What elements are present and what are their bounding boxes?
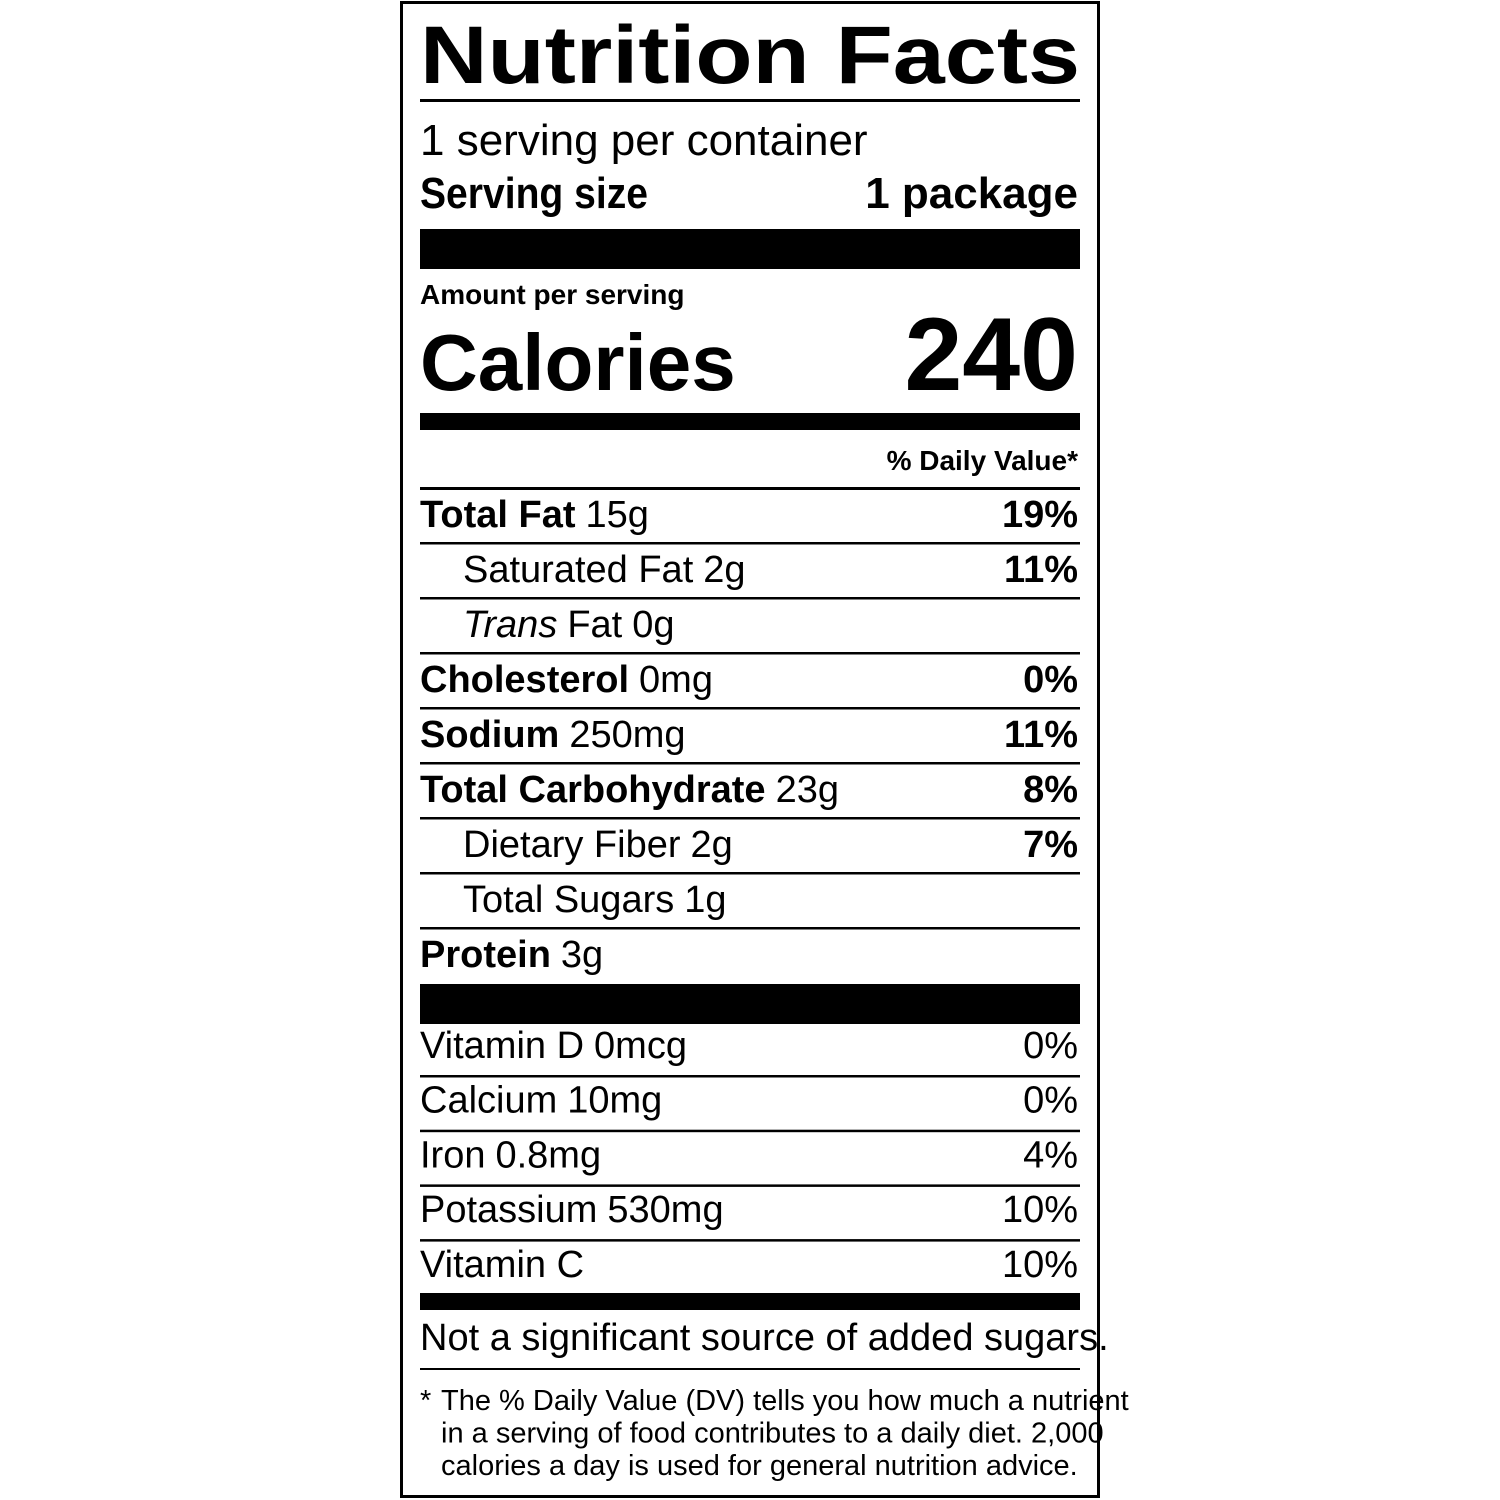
vitamin-name: Calcium — [420, 1080, 557, 1122]
nutrient-name: Protein — [420, 934, 551, 976]
nutrient-amount: 250mg — [569, 714, 685, 756]
nutrient-dv: 11% — [1004, 549, 1078, 591]
vitamin-dv: 0% — [1023, 1025, 1078, 1067]
nutrient-dv: 0% — [1023, 659, 1078, 701]
calories-label: Calories — [420, 318, 736, 407]
nutrient-italic: Trans — [463, 604, 557, 646]
rule — [420, 1075, 1080, 1078]
footnote-marker: * — [420, 1385, 431, 1417]
rule — [420, 542, 1080, 545]
vitamin-name: Vitamin C — [420, 1244, 584, 1286]
rule — [420, 927, 1080, 930]
nutrient-name: Fat — [567, 604, 622, 646]
vitamin-name: Iron — [420, 1134, 485, 1176]
nutrient-amount: 0g — [632, 604, 674, 646]
rule — [420, 762, 1080, 765]
nutrient-dv: 19% — [1002, 494, 1078, 536]
vitamin-amount: 0mcg — [594, 1025, 687, 1067]
rule — [420, 99, 1080, 102]
nutrient-row: Dietary Fiber 2g — [463, 824, 733, 866]
nutrient-amount: 2g — [691, 824, 733, 866]
vitamin-dv: 10% — [1002, 1244, 1078, 1286]
dv-header: % Daily Value* — [887, 445, 1079, 476]
rule — [420, 872, 1080, 875]
nutrient-name: Total Carbohydrate — [420, 769, 766, 811]
nutrient-amount: 2g — [703, 549, 745, 591]
rule — [420, 1129, 1080, 1133]
serving-size-value: 1 package — [865, 169, 1078, 218]
thick-rule — [420, 984, 1080, 1024]
rule — [420, 1184, 1080, 1187]
nutrient-row: Total Carbohydrate 23g — [420, 769, 839, 811]
rule — [420, 597, 1080, 600]
nutrient-dv: 11% — [1004, 714, 1078, 756]
vitamin-dv: 4% — [1023, 1134, 1078, 1176]
nutrient-dv: 8% — [1023, 769, 1078, 811]
nutrient-name: Total Sugars — [463, 879, 674, 921]
amount-per-serving: Amount per serving — [420, 279, 684, 310]
footnote-line: calories a day is used for general nutri… — [441, 1450, 1078, 1482]
vitamin-dv: 10% — [1002, 1189, 1078, 1231]
title: Nutrition Facts — [420, 10, 1080, 101]
servings: 1 serving per container — [420, 116, 868, 165]
vitamin-row: Potassium 530mg — [420, 1189, 724, 1231]
nutrient-row: Saturated Fat 2g — [463, 549, 746, 591]
nutrient-amount: 15g — [586, 494, 649, 536]
calories-value: 240 — [904, 297, 1078, 413]
nutrient-dv: 7% — [1023, 824, 1078, 866]
nutrient-row: Sodium 250mg — [420, 714, 686, 756]
nutrient-row: Total Sugars 1g — [463, 879, 727, 921]
nutrient-row: Trans Fat 0g — [463, 604, 675, 646]
vitamin-name: Potassium — [420, 1189, 597, 1231]
rule — [420, 487, 1080, 490]
medium-rule — [420, 1293, 1080, 1310]
nutrient-amount: 1g — [684, 879, 726, 921]
rule — [420, 707, 1080, 710]
nutrient-amount: 23g — [776, 769, 839, 811]
footnote-line: in a serving of food contributes to a da… — [441, 1418, 1104, 1450]
vitamin-name: Vitamin D — [420, 1025, 584, 1067]
serving-size-label: Serving size — [420, 169, 648, 218]
rule — [420, 652, 1080, 655]
nutrient-row: Protein 3g — [420, 934, 603, 976]
vitamin-amount: 10mg — [567, 1080, 662, 1122]
nutrient-amount: 0mg — [639, 659, 713, 701]
added-sugars-note: Not a significant source of added sugars… — [420, 1317, 1109, 1359]
rule — [420, 1239, 1080, 1242]
nutrient-amount: 3g — [561, 934, 603, 976]
vitamin-amount: 530mg — [607, 1189, 723, 1231]
vitamin-row: Vitamin C — [420, 1244, 584, 1286]
nutrient-row: Cholesterol 0mg — [420, 659, 713, 701]
vitamin-row: Calcium 10mg — [420, 1080, 662, 1122]
vitamin-row: Iron 0.8mg — [420, 1134, 601, 1176]
thick-rule — [420, 229, 1080, 269]
nutrient-name: Total Fat — [420, 494, 576, 536]
rule — [420, 1368, 1080, 1370]
nutrient-name: Sodium — [420, 714, 559, 756]
vitamin-amount: 0.8mg — [495, 1134, 601, 1176]
vitamin-dv: 0% — [1023, 1080, 1078, 1122]
nutrient-name: Saturated Fat — [463, 549, 694, 591]
nutrient-row: Total Fat 15g — [420, 494, 649, 536]
nutrient-name: Dietary Fiber — [463, 824, 681, 866]
rule — [420, 817, 1080, 820]
nutrient-name: Cholesterol — [420, 659, 629, 701]
vitamin-row: Vitamin D 0mcg — [420, 1025, 687, 1067]
medium-rule — [420, 413, 1080, 430]
footnote-line: The % Daily Value (DV) tells you how muc… — [441, 1385, 1129, 1417]
